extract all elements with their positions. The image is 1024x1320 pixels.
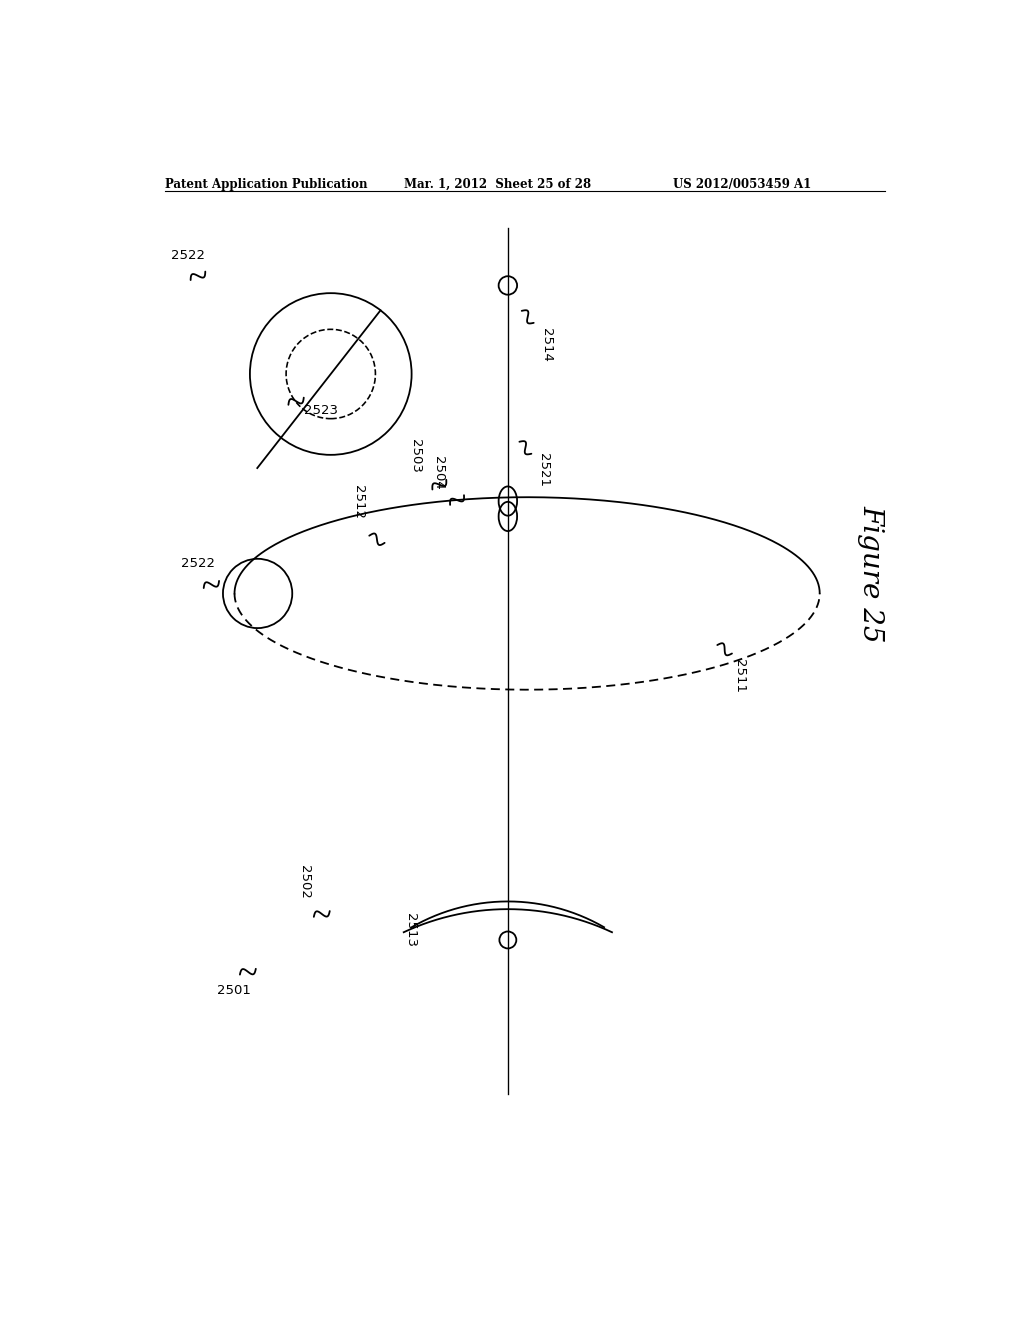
Text: 2502: 2502 bbox=[298, 866, 311, 899]
Text: 2504: 2504 bbox=[432, 455, 445, 490]
Text: 2522: 2522 bbox=[171, 249, 205, 263]
Text: 2514: 2514 bbox=[541, 327, 553, 362]
Text: 2501: 2501 bbox=[217, 983, 251, 997]
Text: 2523: 2523 bbox=[304, 404, 338, 417]
Text: Figure 25: Figure 25 bbox=[858, 506, 885, 643]
Text: Patent Application Publication: Patent Application Publication bbox=[165, 178, 368, 190]
Text: 2522: 2522 bbox=[180, 557, 215, 570]
Text: Mar. 1, 2012  Sheet 25 of 28: Mar. 1, 2012 Sheet 25 of 28 bbox=[403, 178, 591, 190]
Text: 2521: 2521 bbox=[538, 453, 550, 487]
Text: 2512: 2512 bbox=[352, 484, 366, 519]
Text: 2503: 2503 bbox=[410, 438, 422, 473]
Text: 2511: 2511 bbox=[733, 659, 745, 693]
Text: US 2012/0053459 A1: US 2012/0053459 A1 bbox=[674, 178, 812, 190]
Text: 2513: 2513 bbox=[403, 913, 417, 946]
